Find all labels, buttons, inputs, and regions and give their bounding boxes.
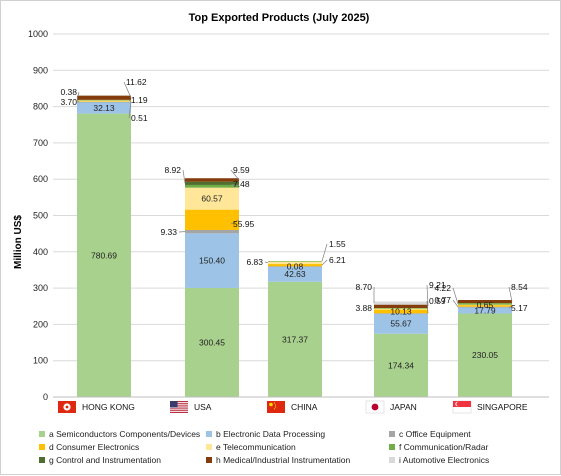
- data-label: 32.13: [93, 103, 115, 113]
- bars: [77, 96, 512, 397]
- callout-label: 8.70: [355, 282, 372, 292]
- bar-segment-japan-i-automotive-electronics: [374, 301, 428, 304]
- data-label: 0.08: [287, 261, 304, 271]
- y-tick-label: 0: [43, 392, 48, 402]
- legend-item: f Communication/Radar: [389, 442, 488, 452]
- legend-label: g Control and Instrumentation: [49, 455, 161, 465]
- data-label: 780.69: [91, 250, 117, 260]
- bar-segment-usa-d-consumer-electronics: [185, 210, 239, 230]
- y-tick-label: 1000: [28, 29, 48, 39]
- legend-item: d Consumer Electronics: [39, 442, 139, 452]
- category-label-china: CHINA: [291, 402, 318, 412]
- callout-label: 1.19: [131, 95, 148, 105]
- singapore-flag-icon: [453, 401, 471, 413]
- callout-label: 9.59: [233, 165, 250, 175]
- callout-label: 5.17: [511, 303, 528, 313]
- callout-label: 6.83: [246, 257, 263, 267]
- legend-item: g Control and Instrumentation: [39, 455, 161, 465]
- y-tick-label: 600: [33, 174, 48, 184]
- legend-label: d Consumer Electronics: [49, 442, 139, 452]
- legend-item: i Automotive Electronics: [389, 455, 489, 465]
- y-tick-label: 200: [33, 319, 48, 329]
- legend-swatch: [389, 444, 395, 450]
- callout-label: 11.62: [126, 77, 147, 87]
- legend-label: c Office Equipment: [399, 429, 471, 439]
- legend-swatch: [39, 444, 45, 450]
- data-label: 150.40: [199, 256, 225, 266]
- legend-item: a Semiconductors Components/Devices: [39, 429, 200, 439]
- legend-swatch: [206, 457, 212, 463]
- data-label: 60.57: [201, 194, 223, 204]
- y-tick-label: 800: [33, 102, 48, 112]
- callout-label: 1.55: [329, 239, 346, 249]
- callout-leader-line: [265, 262, 268, 263]
- y-tick-label: 500: [33, 211, 48, 221]
- legend-item: e Telecommunication: [206, 442, 296, 452]
- usa-flag-icon: [170, 401, 188, 413]
- y-tick-label: 100: [33, 356, 48, 366]
- chart-title: Top Exported Products (July 2025): [189, 12, 370, 24]
- category-label-japan: JAPAN: [390, 402, 417, 412]
- legend-swatch: [39, 431, 45, 437]
- legend-label: h Medical/Industrial Instrumentation: [216, 455, 350, 465]
- data-label: 230.05: [472, 350, 498, 360]
- bar-segment-hong-kong-f-communication-radar: [77, 100, 131, 101]
- callout-label: 0.77: [434, 295, 451, 305]
- bar-segment-hong-kong-h-medical-industrial-instrumentation: [77, 96, 131, 100]
- legend-item: b Electronic Data Processing: [206, 429, 325, 439]
- data-label: 174.34: [388, 360, 414, 370]
- data-label: 317.37: [282, 334, 308, 344]
- callout-label: 8.92: [164, 165, 181, 175]
- data-label: 55.67: [390, 319, 412, 329]
- legend-label: b Electronic Data Processing: [216, 429, 325, 439]
- legend-swatch: [206, 431, 212, 437]
- bar-segment-usa-h-medical-industrial-instrumentation: [185, 178, 239, 181]
- callout-label: 7.48: [233, 179, 250, 189]
- data-label: 0.65: [477, 300, 494, 310]
- bar-segment-usa-c-office-equipment: [185, 230, 239, 233]
- legend-label: e Telecommunication: [216, 442, 296, 452]
- callout-label: 3.88: [355, 303, 372, 313]
- y-axis-label: Million US$: [13, 215, 24, 269]
- callout-label: 4.22: [434, 283, 451, 293]
- callout-label: 8.54: [511, 282, 528, 292]
- legend-item: h Medical/Industrial Instrumentation: [206, 455, 350, 465]
- bar-segment-usa-g-control-and-instrumentation: [185, 182, 239, 185]
- y-axis-ticks: 0 100 200 300 400 500 600 700 800 900 1000: [28, 29, 48, 402]
- japan-flag-icon: [366, 401, 384, 413]
- legend-swatch: [389, 431, 395, 437]
- legend-swatch: [39, 457, 45, 463]
- data-label: 10.13: [390, 306, 412, 316]
- category-axis: HONG KONG USA CHINA JAPAN SINGAPORE: [53, 397, 549, 413]
- callout-leader-line: [183, 170, 185, 183]
- data-label: 300.45: [199, 337, 225, 347]
- category-label-hong-kong: HONG KONG: [82, 402, 135, 412]
- china-flag-icon: [267, 401, 285, 413]
- legend-swatch: [206, 444, 212, 450]
- bar-segment-usa-f-communication-radar: [185, 185, 239, 188]
- legend-item: c Office Equipment: [389, 429, 471, 439]
- callout-label: 9.33: [160, 227, 177, 237]
- y-tick-label: 700: [33, 138, 48, 148]
- y-tick-label: 300: [33, 283, 48, 293]
- callout-label: 0.38: [60, 87, 77, 97]
- legend-label: i Automotive Electronics: [399, 455, 489, 465]
- category-label-usa: USA: [194, 402, 212, 412]
- y-tick-label: 400: [33, 247, 48, 257]
- legend-label: a Semiconductors Components/Devices: [49, 429, 200, 439]
- callout-leader-line: [322, 260, 327, 265]
- y-tick-label: 900: [33, 65, 48, 75]
- callout-leader-line: [322, 244, 327, 261]
- category-label-singapore: SINGAPORE: [477, 402, 528, 412]
- legend-label: f Communication/Radar: [399, 442, 488, 452]
- callout-label: 55.95: [233, 219, 255, 229]
- callout-label: 3.70: [60, 97, 77, 107]
- hong-kong-flag-icon: [58, 401, 76, 413]
- callout-label: 0.51: [131, 113, 148, 123]
- callout-label: 6.21: [329, 255, 346, 265]
- legend-swatch: [389, 457, 395, 463]
- legend: a Semiconductors Components/Devices b Ele…: [39, 429, 489, 465]
